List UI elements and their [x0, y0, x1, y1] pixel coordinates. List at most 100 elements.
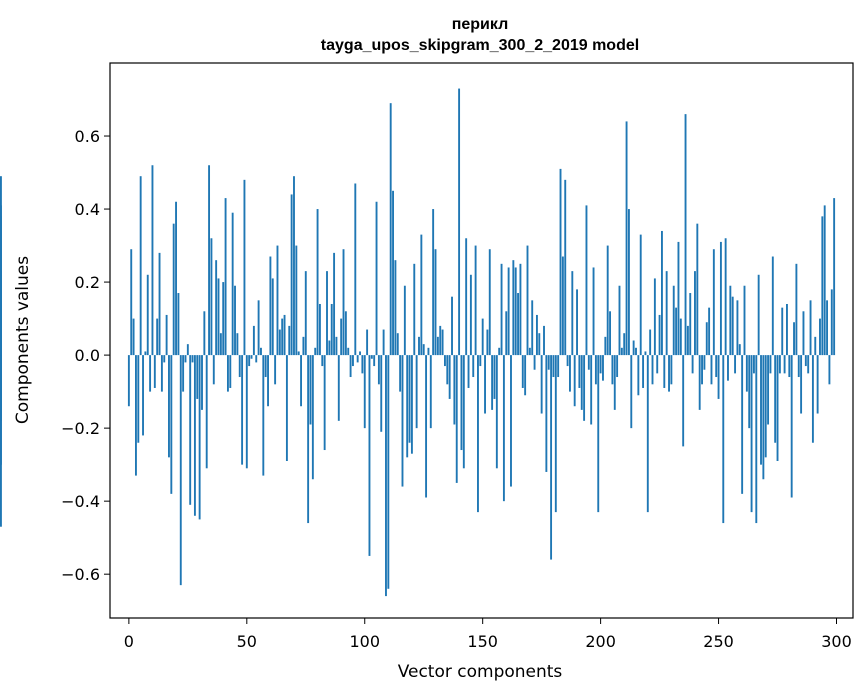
y-tick-label: 0.2 — [75, 273, 100, 292]
bar-164 — [514, 267, 517, 356]
bar-141 — [460, 355, 463, 451]
bar-82 — [321, 355, 324, 367]
bar-98 — [359, 351, 361, 356]
bar-292 — [816, 355, 819, 414]
bar-16 — [165, 314, 168, 356]
bar-187 — [569, 355, 571, 392]
bar-117 — [403, 285, 406, 356]
bar-60 — [269, 256, 272, 356]
bar-23 — [182, 355, 185, 392]
bar-73 — [300, 355, 302, 407]
bar-44 — [231, 212, 234, 356]
bar-76 — [307, 355, 310, 524]
bar-28 — [193, 355, 196, 516]
bar-282 — [793, 322, 795, 356]
bar-243 — [701, 355, 703, 385]
bar-193 — [583, 355, 586, 421]
bar-14 — [160, 355, 163, 392]
bar-227 — [663, 355, 666, 388]
y-axis-ticks: −0.6 −0.4 −0.2 0.0 0.2 0.4 0.6 — [61, 127, 110, 584]
bar-201 — [602, 355, 604, 381]
bar-66 — [283, 314, 286, 356]
bar-17 — [168, 355, 170, 458]
y-tick-label: 0.4 — [75, 200, 100, 219]
bar-7 — [144, 351, 147, 356]
bar-285 — [800, 355, 803, 414]
bar-223 — [653, 278, 656, 356]
plot-frame — [109, 62, 854, 619]
bar-96 — [354, 183, 357, 356]
bar-183 — [559, 168, 562, 356]
bar-40 — [222, 282, 225, 356]
y-tick-label: −0.2 — [61, 419, 100, 438]
x-tick-label: 300 — [821, 632, 852, 651]
bar-182 — [557, 355, 560, 378]
bar-291 — [814, 336, 817, 356]
bar-237 — [686, 325, 689, 356]
bar-279 — [786, 303, 788, 356]
bar-29 — [196, 355, 199, 399]
bar-92 — [344, 311, 347, 356]
bar-209 — [620, 347, 623, 356]
x-tick-label: 250 — [703, 632, 734, 651]
bar-176 — [543, 325, 545, 356]
bar-230 — [670, 355, 673, 385]
bar-65 — [281, 318, 284, 356]
bar-75 — [304, 271, 307, 356]
bar-3 — [135, 355, 137, 476]
bar-207 — [616, 355, 619, 378]
bar-91 — [342, 249, 345, 356]
bar-78 — [311, 355, 314, 480]
bar-213 — [630, 355, 633, 429]
bar-295 — [823, 205, 826, 356]
bar-105 — [375, 201, 378, 356]
bar-156 — [495, 355, 498, 469]
bar-109 — [385, 355, 387, 597]
bar-277 — [781, 307, 784, 356]
x-tick-label: 0 — [124, 632, 134, 651]
bar-127 — [427, 347, 430, 356]
bar-299 — [833, 198, 836, 356]
bar-103 — [370, 355, 373, 359]
bar-196 — [590, 355, 593, 425]
bar-240 — [694, 271, 696, 356]
bar-157 — [498, 347, 501, 356]
bar-95 — [352, 355, 354, 367]
bar-269 — [762, 355, 765, 480]
bar-20 — [175, 201, 177, 356]
bar-216 — [637, 355, 640, 396]
bar-245 — [705, 322, 708, 356]
bar-252 — [722, 355, 725, 524]
bar-122 — [415, 355, 418, 429]
bar-276 — [778, 355, 781, 374]
bar-41 — [224, 198, 227, 356]
x-axis-ticks: 0 50 100 150 200 250 300 — [124, 618, 852, 651]
bar-270 — [764, 355, 767, 458]
bar-215 — [635, 347, 637, 356]
bar-11 — [153, 355, 156, 388]
bar-43 — [229, 355, 232, 388]
bar-272 — [769, 355, 772, 374]
bar-151 — [484, 355, 486, 414]
bar-172 — [533, 355, 536, 370]
bar-135 — [446, 355, 449, 385]
bar-317 — [0, 176, 2, 356]
bar-39 — [219, 333, 222, 356]
bar-241 — [696, 223, 699, 356]
bar-271 — [767, 355, 770, 425]
bar-89 — [337, 355, 340, 421]
bar-130 — [434, 249, 437, 356]
bar-290 — [811, 355, 814, 443]
bar-124 — [420, 234, 423, 356]
bar-202 — [604, 336, 607, 356]
bar-260 — [741, 355, 744, 494]
bar-8 — [146, 274, 149, 356]
bar-153 — [488, 249, 491, 356]
bar-51 — [248, 355, 251, 367]
bar-316 — [0, 355, 2, 407]
bar-161 — [507, 267, 510, 356]
bar-244 — [703, 355, 706, 370]
bar-9 — [149, 355, 152, 392]
bar-99 — [361, 355, 364, 374]
bar-314 — [0, 355, 2, 465]
